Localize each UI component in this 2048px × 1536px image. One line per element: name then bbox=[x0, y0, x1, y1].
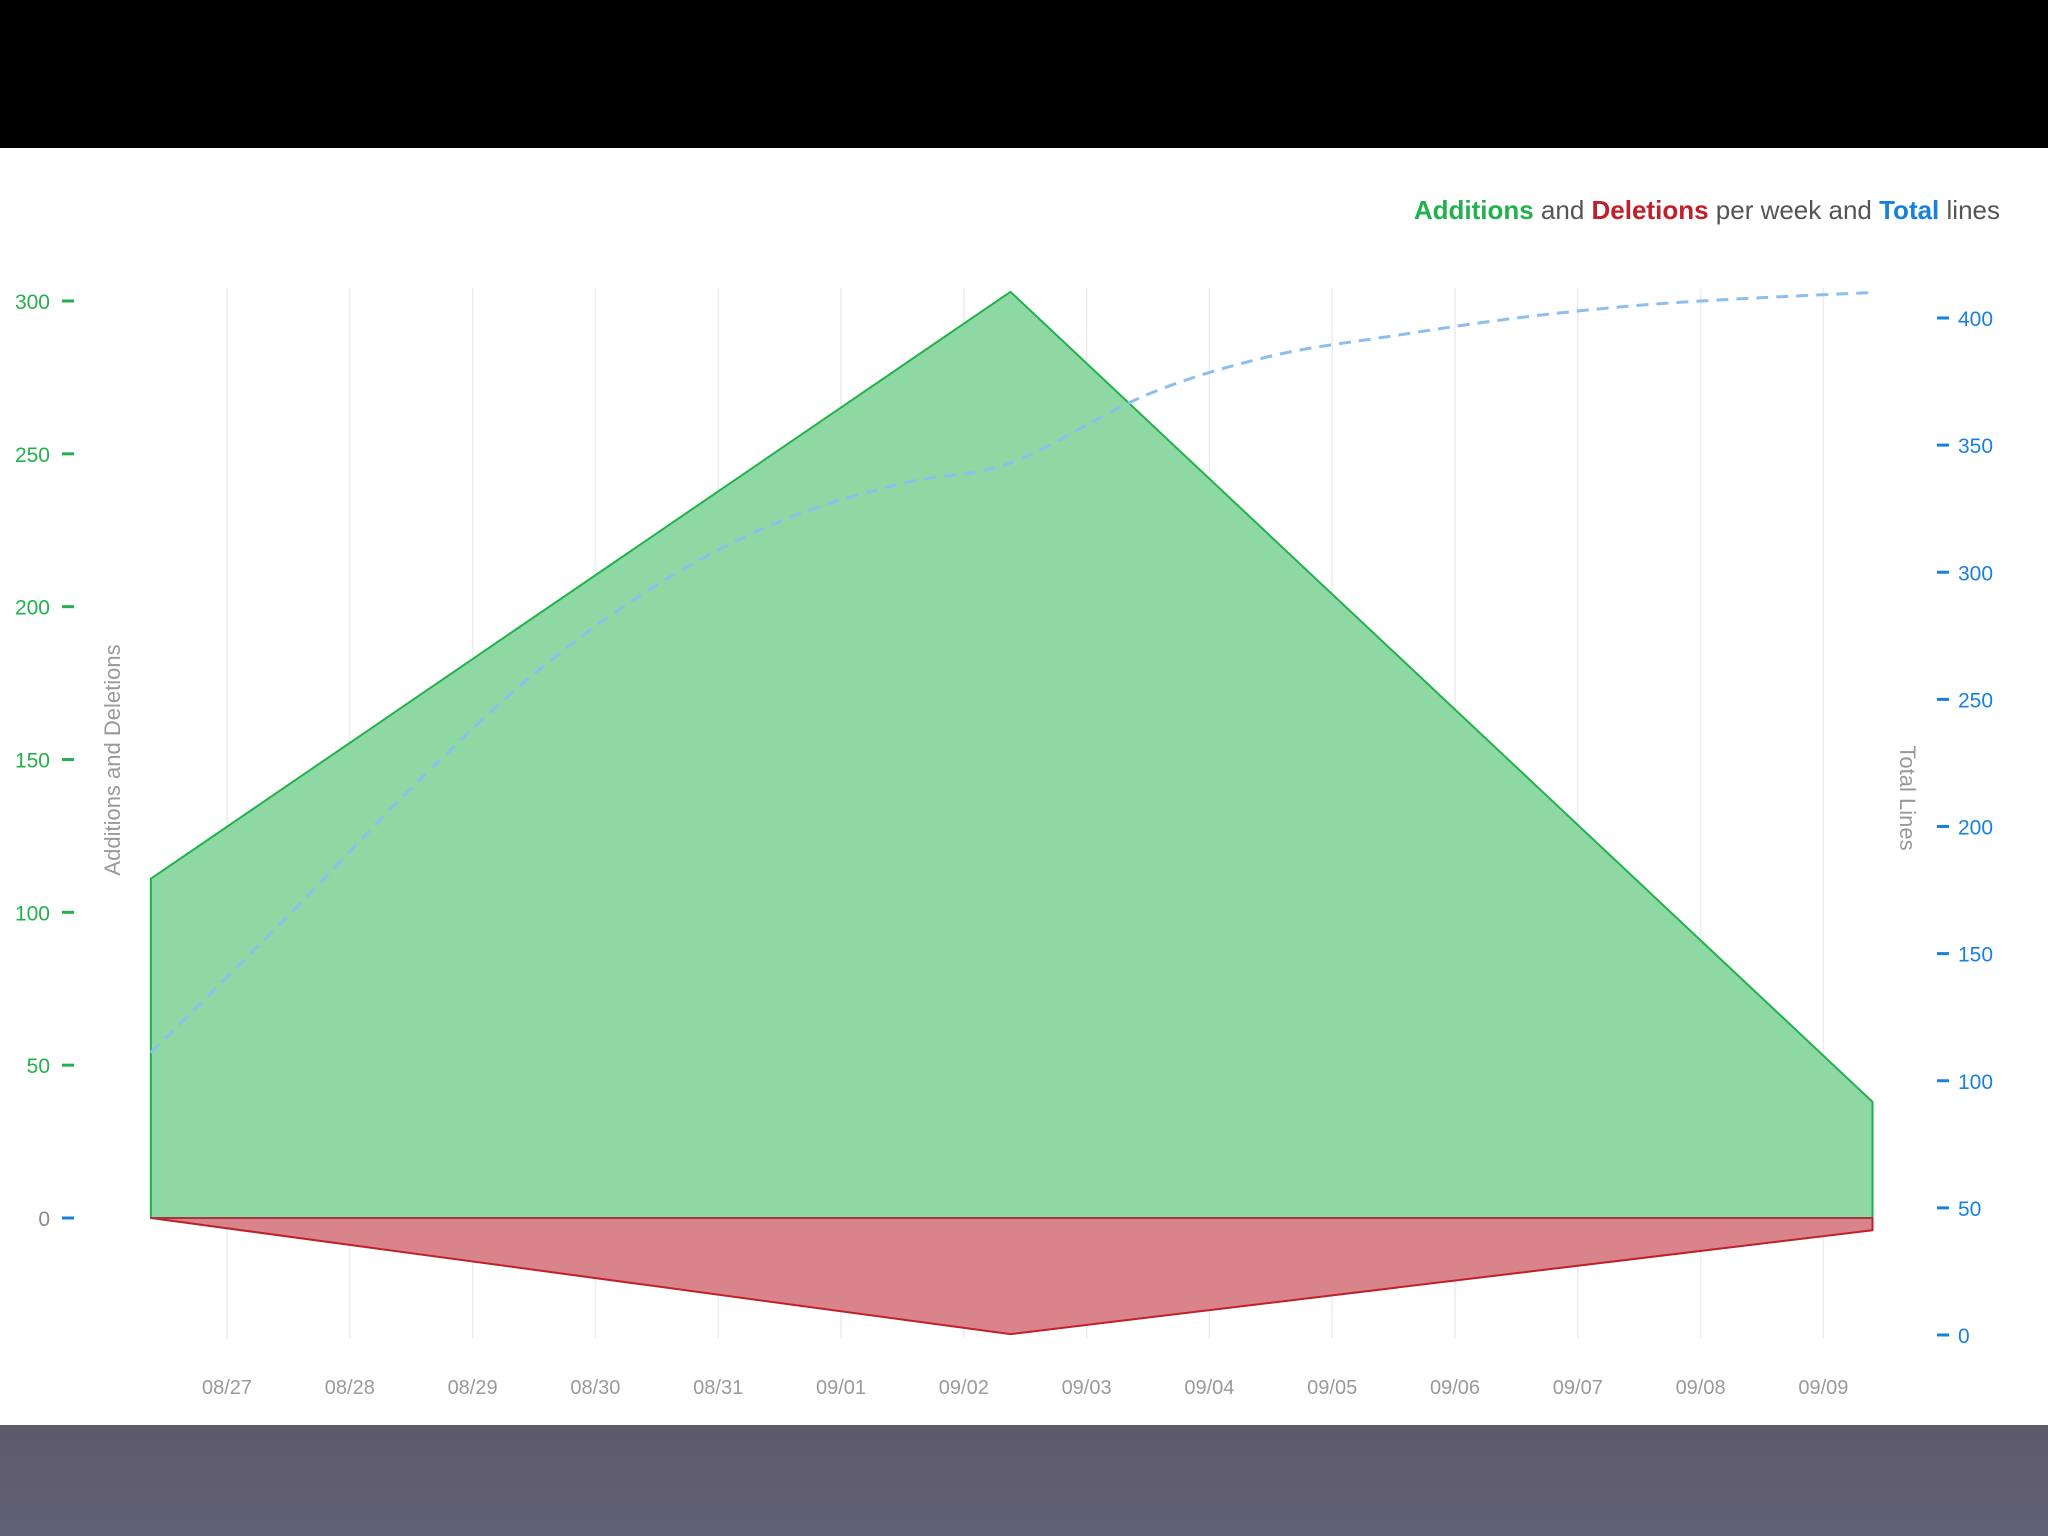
left-tick-label: 250 bbox=[15, 444, 50, 467]
chart-title-part: Total bbox=[1879, 195, 1939, 225]
contribution-chart: 0 50 100 150 200 250 300 0 50 100 150 200 250 300 350… bbox=[15, 195, 2000, 1399]
right-tick-label: 0 bbox=[1958, 1325, 1970, 1348]
x-tick-label: 09/08 bbox=[1676, 1377, 1726, 1399]
right-tick-label: 100 bbox=[1958, 1071, 1993, 1094]
left-tick-label: 50 bbox=[27, 1055, 50, 1078]
x-tick-label: 09/03 bbox=[1062, 1377, 1112, 1399]
additions-area bbox=[149, 290, 1874, 1219]
right-axis-label: Total Lines bbox=[1895, 745, 1920, 850]
chart-title-part: and bbox=[1534, 195, 1592, 225]
x-tick-label: 08/28 bbox=[325, 1377, 375, 1399]
left-tick-label: 200 bbox=[15, 597, 50, 620]
right-tick-label: 250 bbox=[1958, 689, 1993, 712]
x-tick-label: 08/27 bbox=[202, 1377, 252, 1399]
area-series bbox=[149, 290, 1874, 1336]
top-black-band bbox=[0, 0, 2048, 148]
total-lines-curve bbox=[149, 291, 1873, 1054]
chart-panel: 0 50 100 150 200 250 300 0 50 100 150 200 250 300 350… bbox=[0, 148, 2048, 1425]
chart-title-part: Additions bbox=[1414, 195, 1534, 225]
right-tick-label: 150 bbox=[1958, 944, 1993, 967]
x-tick-label: 09/05 bbox=[1307, 1377, 1357, 1399]
left-tick-label: 100 bbox=[15, 902, 50, 925]
left-y-axis: 0 50 100 150 200 250 300 bbox=[15, 291, 74, 1231]
deletions-area bbox=[149, 1217, 1874, 1336]
right-tick-label: 300 bbox=[1958, 562, 1993, 585]
chart-title-part: per week and bbox=[1709, 195, 1880, 225]
left-axis-label: Additions and Deletions bbox=[100, 644, 125, 875]
left-tick-label: 150 bbox=[15, 750, 50, 773]
left-tick-label: 0 bbox=[38, 1208, 50, 1231]
x-tick-label: 09/02 bbox=[939, 1377, 989, 1399]
total-line-series bbox=[149, 291, 1873, 1054]
x-tick-label: 09/04 bbox=[1184, 1377, 1234, 1399]
right-tick-label: 400 bbox=[1958, 308, 1993, 331]
left-tick-label: 300 bbox=[15, 291, 50, 314]
right-tick-label: 350 bbox=[1958, 435, 1993, 458]
x-tick-label: 09/09 bbox=[1798, 1377, 1848, 1399]
x-tick-label: 08/30 bbox=[570, 1377, 620, 1399]
bottom-gray-band bbox=[0, 1425, 2048, 1536]
x-tick-label: 08/29 bbox=[448, 1377, 498, 1399]
x-axis: 08/27 08/28 08/29 08/30 08/31 09/01 09/02 09/03… bbox=[202, 1377, 1848, 1399]
chart-title-part: lines bbox=[1939, 195, 2000, 225]
right-y-axis: 0 50 100 150 200 250 300 350 400 bbox=[1937, 308, 1993, 1348]
x-tick-label: 09/07 bbox=[1553, 1377, 1603, 1399]
x-tick-label: 08/31 bbox=[693, 1377, 743, 1399]
x-tick-label: 09/06 bbox=[1430, 1377, 1480, 1399]
chart-title: Additions and Deletions per week and Tot… bbox=[1414, 195, 2000, 225]
right-tick-label: 200 bbox=[1958, 817, 1993, 840]
x-tick-label: 09/01 bbox=[816, 1377, 866, 1399]
chart-title-part: Deletions bbox=[1592, 195, 1709, 225]
right-tick-label: 50 bbox=[1958, 1198, 1981, 1221]
